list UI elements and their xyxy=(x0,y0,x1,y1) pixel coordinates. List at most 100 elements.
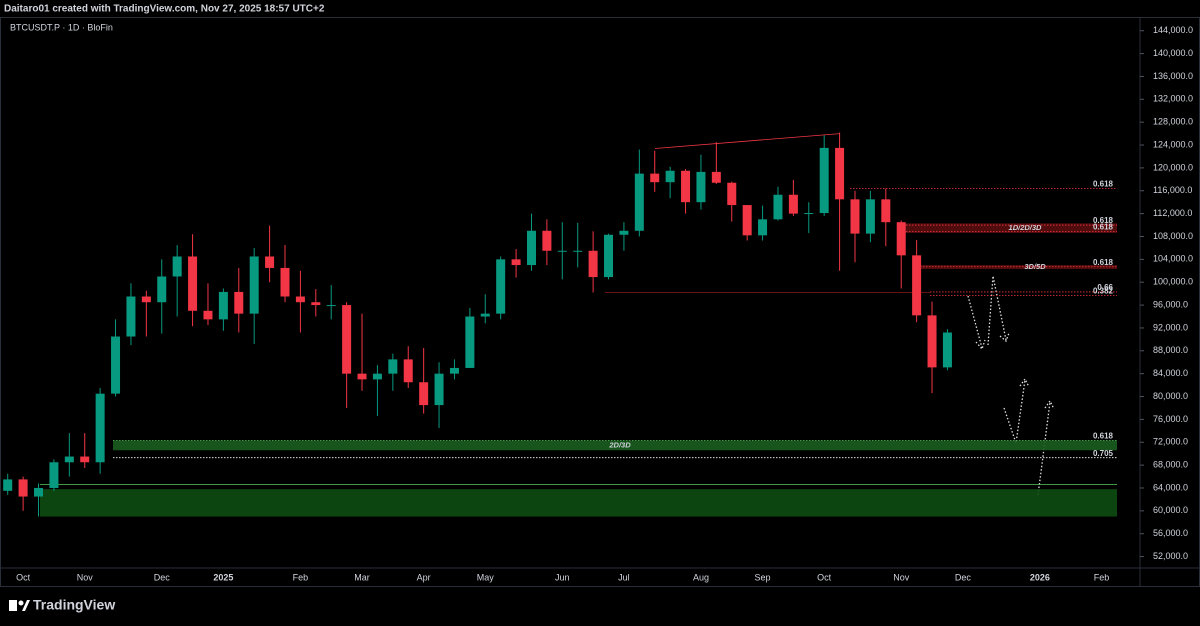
y-tick-label: 104,000.0 xyxy=(1153,254,1193,264)
level-label: 0.618 xyxy=(1093,216,1114,225)
candle-body xyxy=(711,171,721,183)
zone xyxy=(40,489,1117,517)
candle-body xyxy=(64,456,74,463)
candle-body xyxy=(95,393,105,463)
zone xyxy=(920,265,1117,270)
y-tick-label: 144,000.0 xyxy=(1153,25,1193,35)
y-tick-label: 100,000.0 xyxy=(1153,277,1193,287)
candle-body xyxy=(34,487,44,497)
x-tick-label: Aug xyxy=(693,572,709,582)
candle-body xyxy=(819,147,829,214)
candle-body xyxy=(526,230,536,266)
candle-body xyxy=(388,359,398,374)
x-tick-label: Oct xyxy=(16,572,31,582)
level-label: 0.618 xyxy=(1093,180,1114,189)
zone-label: 2D/3D xyxy=(608,440,631,449)
y-tick-label: 96,000.0 xyxy=(1153,299,1188,309)
candle-body xyxy=(511,259,521,266)
x-tick-label: Sep xyxy=(755,572,771,582)
x-tick-label: Dec xyxy=(154,572,171,582)
x-tick-label: Jun xyxy=(555,572,570,582)
y-tick-label: 92,000.0 xyxy=(1153,322,1188,332)
y-tick-label: 132,000.0 xyxy=(1153,94,1193,104)
zone xyxy=(113,440,1117,451)
candle-body xyxy=(49,462,59,488)
candle-body xyxy=(295,296,305,303)
x-tick-label: Jul xyxy=(618,572,630,582)
candle-body xyxy=(681,170,691,203)
candle-body xyxy=(403,359,413,383)
candle-body xyxy=(542,230,552,251)
plot: 1D/2D/3D3D/5D2D/3D0.6180.6180.6180.6180.… xyxy=(3,132,1117,517)
logo-part xyxy=(22,600,30,611)
candle-body xyxy=(203,310,213,320)
candle-body xyxy=(604,234,614,278)
candle-body xyxy=(758,219,768,236)
y-tick-label: 136,000.0 xyxy=(1153,71,1193,81)
x-tick-label: 2025 xyxy=(213,572,233,582)
candle-body xyxy=(665,170,675,183)
level-label: 0.66 xyxy=(1097,283,1113,292)
candle-body xyxy=(573,250,583,252)
x-tick-label: Feb xyxy=(1094,572,1110,582)
y-tick-label: 68,000.0 xyxy=(1153,459,1188,469)
candle-body xyxy=(280,267,290,297)
x-tick-label: Nov xyxy=(77,572,94,582)
y-tick-label: 80,000.0 xyxy=(1153,391,1188,401)
candle-body xyxy=(372,373,382,380)
candle-body xyxy=(265,256,275,268)
candle-body xyxy=(773,194,783,220)
arrow-head xyxy=(1044,399,1055,410)
level-label: 0.705 xyxy=(1093,449,1114,458)
candle-body xyxy=(804,213,814,215)
level-label: 0.618 xyxy=(1093,222,1114,231)
level-label: 0.618 xyxy=(1093,432,1114,441)
level-label: 0.618 xyxy=(1093,258,1114,267)
candle-body xyxy=(434,373,444,406)
candle-body xyxy=(311,302,321,306)
candle-body xyxy=(835,147,845,200)
x-tick-label: Oct xyxy=(817,572,832,582)
logo-part xyxy=(18,600,24,606)
y-tick-label: 64,000.0 xyxy=(1153,482,1188,492)
candle-body xyxy=(650,173,660,183)
y-tick-label: 72,000.0 xyxy=(1153,437,1188,447)
candle-body xyxy=(234,291,244,314)
x-tick-label: May xyxy=(477,572,495,582)
candle-body xyxy=(218,291,228,320)
candle-body xyxy=(588,250,598,278)
y-tick-label: 56,000.0 xyxy=(1153,528,1188,538)
zone xyxy=(900,223,1117,234)
candle-body xyxy=(912,255,922,316)
y-tick-label: 116,000.0 xyxy=(1153,185,1192,195)
candle-body xyxy=(896,222,906,256)
x-tick-label: Nov xyxy=(893,572,910,582)
y-tick-label: 52,000.0 xyxy=(1153,551,1188,561)
arrow-head xyxy=(1019,377,1030,388)
candle-body xyxy=(465,316,475,368)
credit: Daitaro01 created with TradingView.com, … xyxy=(4,4,325,15)
brand: TradingView xyxy=(33,597,115,613)
x-tick-label: Apr xyxy=(417,572,431,582)
candle-body xyxy=(865,199,875,234)
candle-body xyxy=(927,315,937,368)
candle-body xyxy=(942,332,952,368)
y-tick-label: 76,000.0 xyxy=(1153,414,1188,424)
y-tick-label: 88,000.0 xyxy=(1153,345,1188,355)
y-tick-label: 84,000.0 xyxy=(1153,368,1188,378)
brand-logo: TradingView xyxy=(9,597,115,613)
candle-body xyxy=(727,182,737,206)
candle-body xyxy=(850,199,860,234)
candle-body xyxy=(326,305,336,307)
x-tick-label: 2026 xyxy=(1030,572,1050,582)
candle-body xyxy=(634,173,644,231)
candle-body xyxy=(881,199,891,223)
x-tick-label: Feb xyxy=(293,572,309,582)
arrow-head xyxy=(999,332,1010,343)
candle-body xyxy=(3,479,13,491)
y-tick-label: 140,000.0 xyxy=(1153,48,1193,58)
trendline xyxy=(654,133,841,149)
candle-body xyxy=(18,479,28,497)
